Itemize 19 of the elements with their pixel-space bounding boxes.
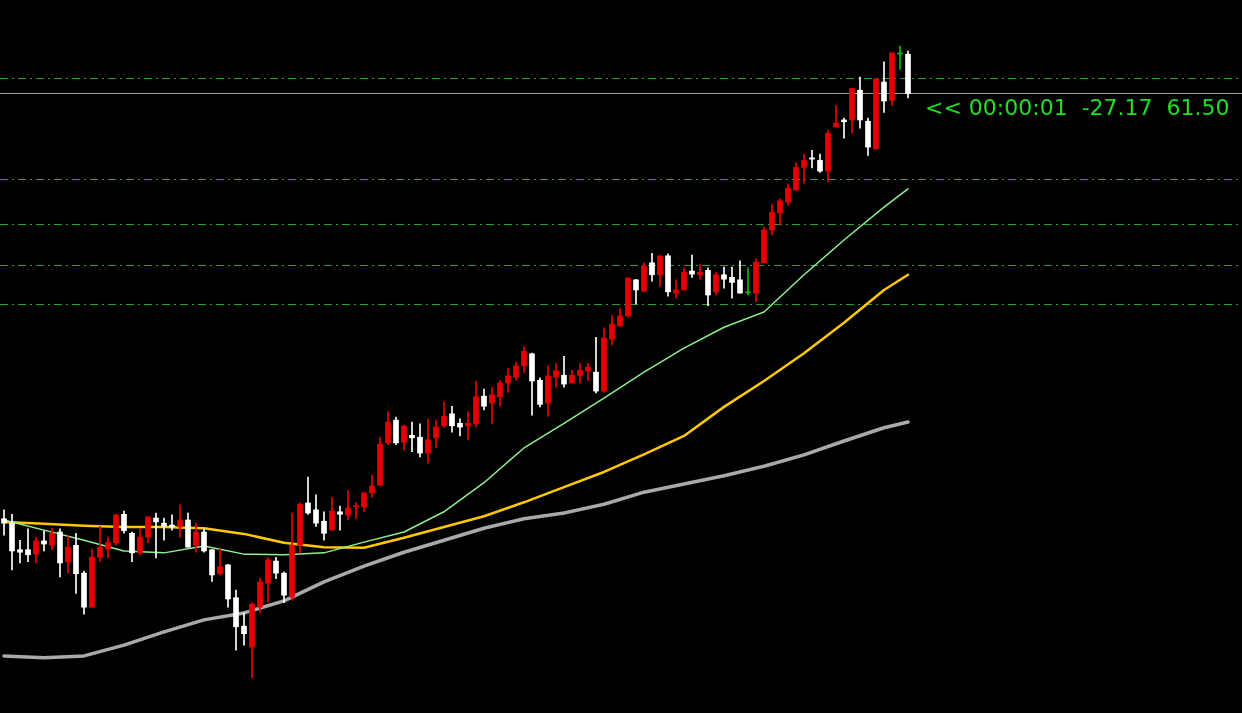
candlestick [153,512,159,559]
candlestick [1,509,7,536]
candlestick [833,105,839,128]
candlestick [585,362,591,381]
candlestick [409,421,415,453]
candlestick [25,528,31,563]
candlestick [729,266,735,299]
text: << 00:00:01 -27.17 61.50 [925,95,1230,121]
candlestick [161,517,167,541]
candlestick [489,386,495,424]
candlestick [353,501,359,520]
candlestick [697,263,703,280]
candlestick [337,505,343,531]
candlestick [177,504,183,538]
candlestick [17,539,23,564]
candlestick [465,411,471,441]
candlestick [457,418,463,437]
candlestick [345,489,351,521]
candlestick [553,362,559,388]
